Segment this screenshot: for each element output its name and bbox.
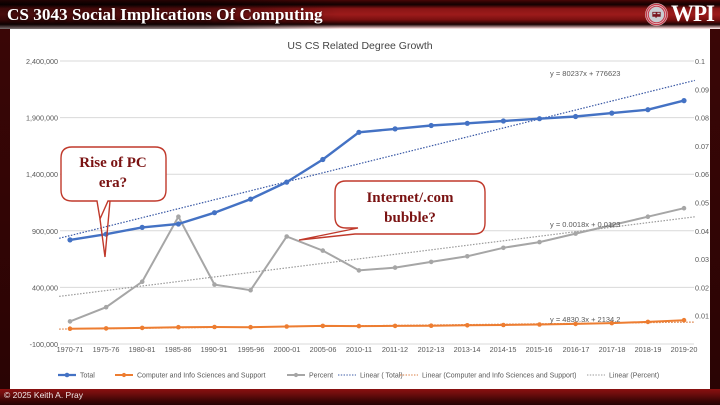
svg-text:0.05: 0.05 [695, 199, 709, 208]
svg-text:Rise of PC: Rise of PC [79, 155, 147, 171]
svg-text:Computer and Info Sciences and: Computer and Info Sciences and Support [137, 373, 265, 380]
svg-text:1,400,000: 1,400,000 [26, 170, 58, 179]
svg-text:1995-96: 1995-96 [238, 345, 265, 354]
svg-text:900,000: 900,000 [32, 227, 58, 236]
svg-text:0.03: 0.03 [695, 255, 709, 264]
svg-text:Percent: Percent [309, 373, 333, 380]
svg-text:y = 4830.3x + 2134.2: y = 4830.3x + 2134.2 [550, 315, 620, 324]
svg-text:0.02: 0.02 [695, 283, 709, 292]
svg-text:0.04: 0.04 [695, 227, 709, 236]
svg-text:2017-18: 2017-18 [599, 345, 626, 354]
svg-text:y = 0.0018x + 0.0123: y = 0.0018x + 0.0123 [550, 220, 620, 229]
svg-text:2016-17: 2016-17 [563, 345, 590, 354]
svg-text:2015-16: 2015-16 [526, 345, 553, 354]
svg-text:2010-11: 2010-11 [346, 345, 372, 354]
svg-text:2013-14: 2013-14 [454, 345, 481, 354]
svg-text:2019-20: 2019-20 [671, 345, 698, 354]
svg-text:2012-13: 2012-13 [418, 345, 445, 354]
svg-text:2005-06: 2005-06 [310, 345, 337, 354]
svg-text:2018-19: 2018-19 [635, 345, 662, 354]
svg-text:Linear (Percent): Linear (Percent) [609, 373, 659, 380]
svg-text:y = 80237x + 776623: y = 80237x + 776623 [550, 69, 620, 78]
svg-text:era?: era? [99, 175, 127, 191]
svg-text:1970-71: 1970-71 [57, 345, 84, 354]
svg-text:Internet/.com: Internet/.com [366, 190, 454, 206]
svg-text:1975-76: 1975-76 [93, 345, 120, 354]
svg-text:400,000: 400,000 [32, 283, 58, 292]
svg-text:1980-81: 1980-81 [129, 345, 156, 354]
svg-text:0.09: 0.09 [695, 85, 709, 94]
svg-text:1985-86: 1985-86 [165, 345, 192, 354]
svg-text:bubble?: bubble? [384, 210, 436, 226]
svg-text:Linear ( Total): Linear ( Total) [360, 373, 403, 380]
svg-text:0.1: 0.1 [695, 57, 705, 66]
svg-text:0.08: 0.08 [695, 114, 709, 123]
svg-text:2011-12: 2011-12 [382, 345, 408, 354]
svg-text:2000-01: 2000-01 [274, 345, 301, 354]
svg-text:2,400,000: 2,400,000 [26, 57, 58, 66]
svg-text:2014-15: 2014-15 [490, 345, 517, 354]
svg-text:0.07: 0.07 [695, 142, 709, 151]
svg-text:-100,000: -100,000 [30, 340, 58, 349]
svg-text:1990-91: 1990-91 [201, 345, 228, 354]
svg-text:Linear (Computer and Info Scie: Linear (Computer and Info Sciences and S… [422, 373, 576, 380]
svg-text:Total: Total [80, 373, 95, 380]
svg-text:0.06: 0.06 [695, 170, 709, 179]
svg-text:1,900,000: 1,900,000 [26, 114, 58, 123]
svg-text:0.01: 0.01 [695, 312, 709, 321]
